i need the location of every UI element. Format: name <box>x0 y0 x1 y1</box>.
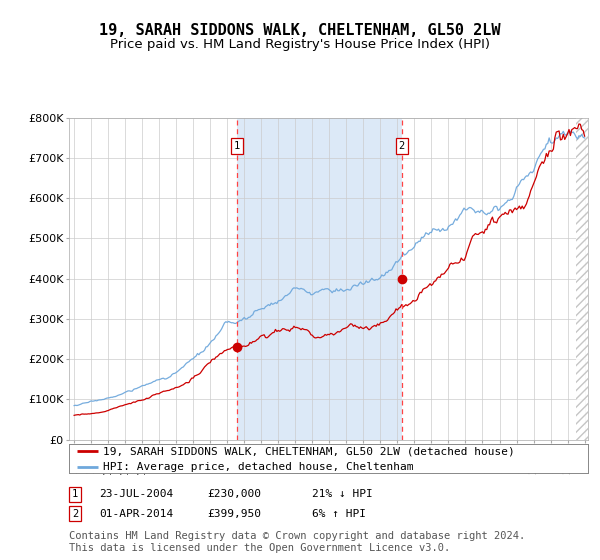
Text: 6% ↑ HPI: 6% ↑ HPI <box>312 508 366 519</box>
Text: 01-APR-2014: 01-APR-2014 <box>99 508 173 519</box>
Text: 21% ↓ HPI: 21% ↓ HPI <box>312 489 373 500</box>
Text: £399,950: £399,950 <box>207 508 261 519</box>
Text: 2: 2 <box>398 141 405 151</box>
Text: 1: 1 <box>233 141 240 151</box>
Text: 23-JUL-2004: 23-JUL-2004 <box>99 489 173 500</box>
Bar <box>576 118 588 440</box>
Text: 19, SARAH SIDDONS WALK, CHELTENHAM, GL50 2LW: 19, SARAH SIDDONS WALK, CHELTENHAM, GL50… <box>99 24 501 38</box>
Text: 19, SARAH SIDDONS WALK, CHELTENHAM, GL50 2LW (detached house): 19, SARAH SIDDONS WALK, CHELTENHAM, GL50… <box>103 446 514 456</box>
Text: £230,000: £230,000 <box>207 489 261 500</box>
Bar <box>236 118 401 440</box>
Text: HPI: Average price, detached house, Cheltenham: HPI: Average price, detached house, Chel… <box>103 462 413 472</box>
Text: 2: 2 <box>72 508 78 519</box>
Text: 1: 1 <box>72 489 78 500</box>
Text: Contains HM Land Registry data © Crown copyright and database right 2024.
This d: Contains HM Land Registry data © Crown c… <box>69 531 525 553</box>
Text: Price paid vs. HM Land Registry's House Price Index (HPI): Price paid vs. HM Land Registry's House … <box>110 38 490 51</box>
